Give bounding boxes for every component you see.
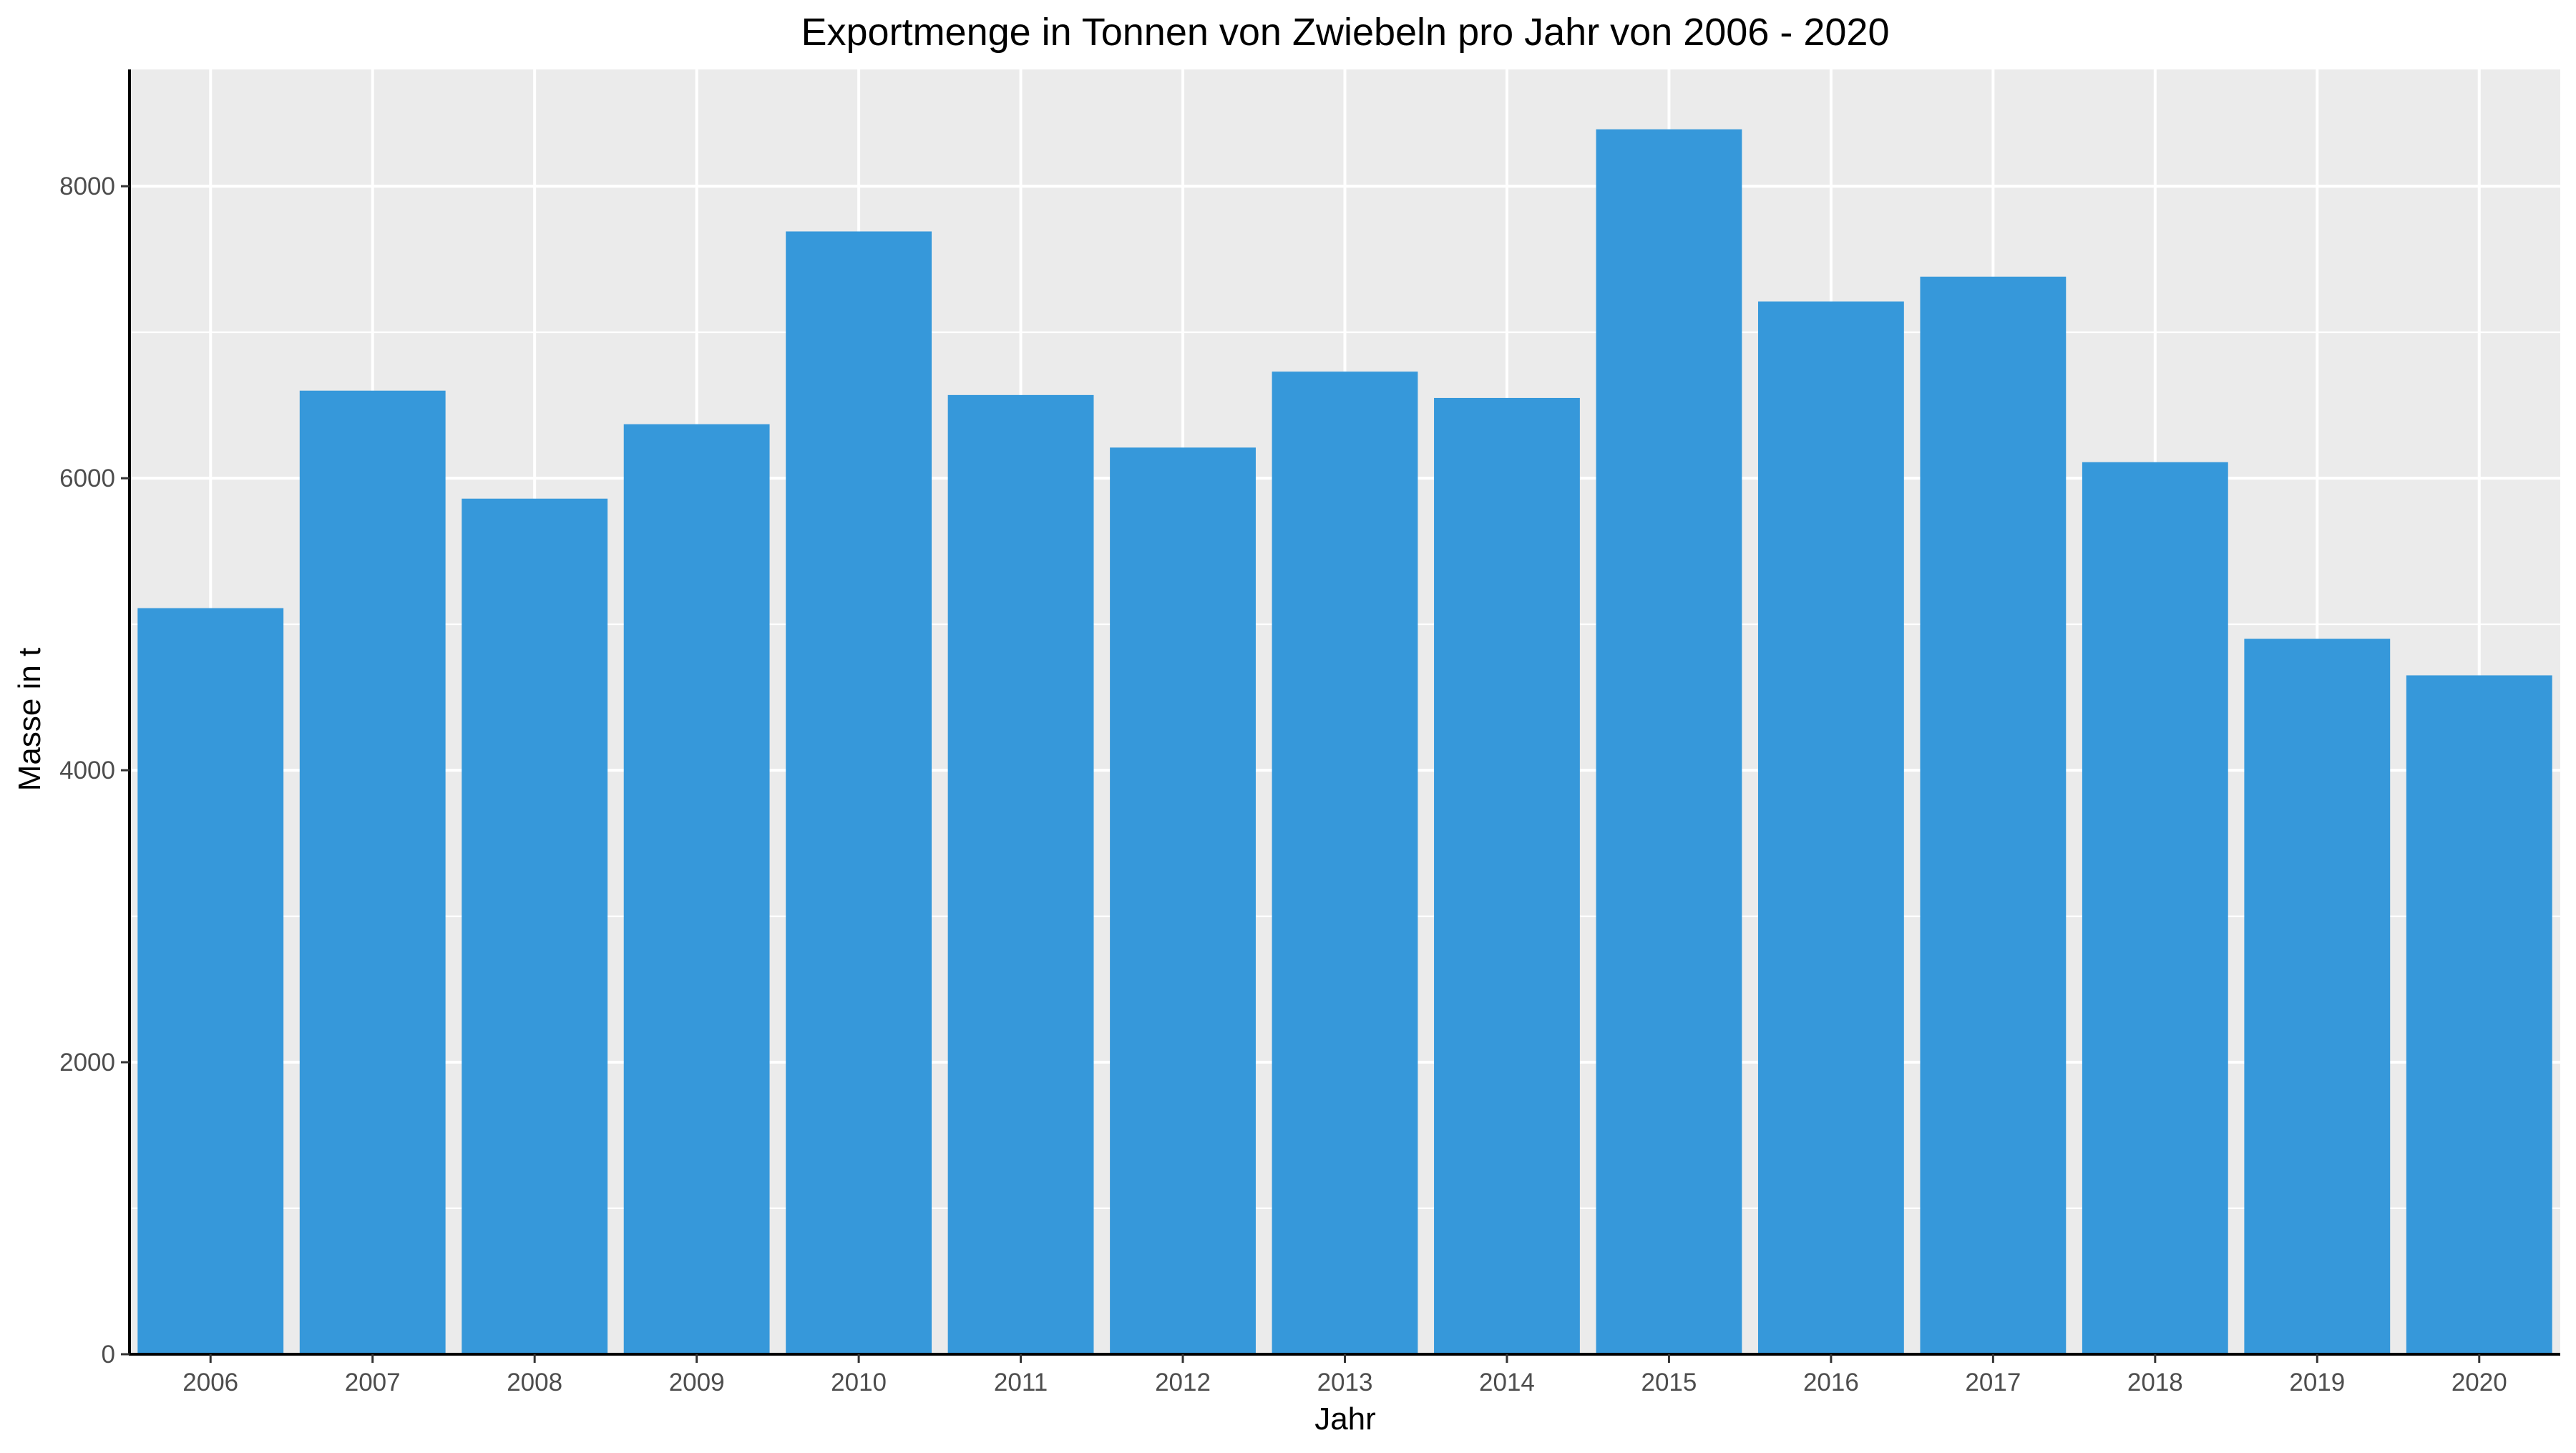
- bar-2018: [2082, 462, 2228, 1354]
- bar-2012: [1110, 447, 1256, 1354]
- y-tick-label: 8000: [59, 172, 115, 200]
- x-tick-label: 2013: [1317, 1369, 1373, 1396]
- bar-2009: [623, 424, 770, 1354]
- x-tick-label: 2018: [2127, 1369, 2183, 1396]
- x-tick-label: 2009: [669, 1369, 725, 1396]
- bar-2007: [299, 390, 446, 1354]
- bar-2020: [2406, 675, 2552, 1354]
- bar-2006: [137, 608, 284, 1354]
- x-tick-label: 2012: [1155, 1369, 1211, 1396]
- bar-2013: [1272, 371, 1418, 1355]
- x-tick-label: 2020: [2451, 1369, 2507, 1396]
- x-tick-label: 2007: [345, 1369, 401, 1396]
- x-tick-label: 2019: [2289, 1369, 2345, 1396]
- chart-title: Exportmenge in Tonnen von Zwiebeln pro J…: [801, 11, 1890, 54]
- x-tick-label: 2006: [182, 1369, 238, 1396]
- bar-2017: [1920, 276, 2067, 1355]
- x-axis-title: Jahr: [1314, 1401, 1376, 1437]
- x-tick-label: 2016: [1803, 1369, 1859, 1396]
- bar-2014: [1434, 397, 1580, 1354]
- bar-2008: [462, 498, 608, 1355]
- y-tick-label: 0: [102, 1341, 115, 1369]
- x-tick-label: 2008: [507, 1369, 562, 1396]
- bar-2011: [947, 394, 1094, 1354]
- y-tick-label: 6000: [59, 465, 115, 492]
- bar-2015: [1596, 129, 1742, 1355]
- y-tick-label: 2000: [59, 1049, 115, 1077]
- x-tick-label: 2014: [1479, 1369, 1535, 1396]
- x-tick-label: 2010: [831, 1369, 887, 1396]
- x-tick-label: 2011: [994, 1369, 1048, 1396]
- bar-2019: [2244, 638, 2391, 1354]
- y-axis-title: Masse in t: [12, 648, 47, 792]
- x-tick-label: 2015: [1641, 1369, 1697, 1396]
- bar-2010: [786, 231, 932, 1354]
- bars-group: [137, 129, 2552, 1355]
- x-tick-label: 2017: [1965, 1369, 2021, 1396]
- y-tick-label: 4000: [59, 757, 115, 784]
- x-axis-ticks: 2006 2007 2008 2009 2010 2011 2012 2013 2014 2015…: [182, 1354, 2507, 1396]
- y-axis-ticks: 0 2000 4000 6000 8000: [59, 172, 130, 1369]
- bar-2016: [1757, 301, 1904, 1354]
